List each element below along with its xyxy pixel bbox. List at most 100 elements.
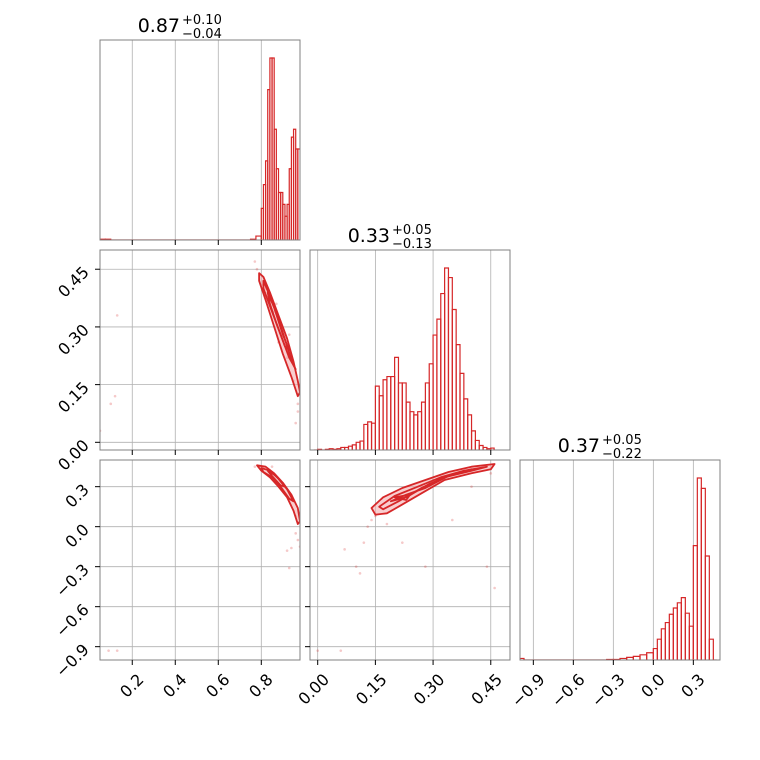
histogram-2-bin-22 <box>704 555 710 660</box>
pair-1-point-7 <box>294 532 297 535</box>
histogram-2-bin-8 <box>646 652 654 660</box>
scatter-panel-0-1: 0.00 0.15 0.30 0.45 <box>54 249 301 475</box>
pair-0-point-1 <box>109 402 113 406</box>
histogram-1-bin-46 <box>490 447 495 450</box>
pair-1-point-1 <box>115 649 119 652</box>
histogram-panel-1: 0.33 +0.05−0.13 <box>309 223 511 455</box>
pair-1-xtick-label-1: 0.4 <box>159 670 190 701</box>
hist-2-xtick-label-4: 0.3 <box>677 670 708 701</box>
histogram-2-title-median: 0.37 <box>558 435 600 457</box>
pair-1-marks <box>107 464 300 652</box>
pair-0-frame <box>99 249 301 451</box>
pair-1-xtick-label-0: 0.2 <box>116 670 147 701</box>
hist-2-frame <box>519 459 721 661</box>
histogram-1-title: 0.33 +0.05−0.13 <box>348 223 432 252</box>
pair-1-contour-0 <box>256 464 300 525</box>
pair-2-point-3 <box>354 565 358 568</box>
pair-2-contour-0 <box>370 463 496 516</box>
pair-2-point-2 <box>343 548 346 551</box>
pair-1-frame <box>99 459 301 661</box>
pair-2-point-1 <box>339 649 343 652</box>
pair-2-point-16 <box>489 472 493 475</box>
pair-0-point-16 <box>287 333 291 336</box>
histogram-0-title-minus: −0.04 <box>182 27 222 42</box>
pair-1-point-2 <box>253 465 257 468</box>
hist-2-xtick-label-0: −0.9 <box>508 670 549 711</box>
pair-2-point-15 <box>493 586 496 590</box>
scatter-panel-0-2: 0.2 0.4 0.6 0.8 −0.9−0.6−0.3 0.0 0.3 <box>52 459 301 701</box>
pair-2-point-4 <box>358 572 362 575</box>
pair-1-ytick-label-1: −0.6 <box>52 600 93 641</box>
pair-2-point-9 <box>385 522 389 526</box>
histogram-2-bin-0 <box>520 657 525 660</box>
pair-2-frame <box>309 459 511 661</box>
pair-1-xtick-label-2: 0.6 <box>202 670 233 701</box>
pair-0-contour-2 <box>266 291 291 351</box>
pair-2-point-10 <box>401 541 404 544</box>
pair-2-point-0 <box>316 649 319 652</box>
pair-0-ytick-label-0: 0.00 <box>54 436 93 475</box>
hist-1-frame <box>309 249 511 451</box>
histogram-0-bin-4 <box>255 235 262 240</box>
pair-2-contour-2 <box>389 468 473 503</box>
pair-1-point-4 <box>285 549 289 552</box>
pair-2-xtick-label-3: 0.45 <box>467 670 506 709</box>
histogram-panel-2: −0.9 −0.6 −0.3 0.0 0.3 0.37 +0.05−0.22 <box>508 433 721 711</box>
pair-1-point-3 <box>270 465 274 468</box>
histogram-2-bin-23 <box>708 638 714 660</box>
histogram-1-title-plus: +0.05 <box>392 223 432 238</box>
pair-0-ytick-label-1: 0.15 <box>54 378 93 417</box>
pair-0-point-3 <box>115 314 119 317</box>
pair-0-point-14 <box>296 410 300 413</box>
pair-0-point-5 <box>255 267 259 271</box>
hist-2-xtick-label-3: 0.0 <box>637 670 668 701</box>
histogram-2-title-plus: +0.05 <box>602 433 642 448</box>
pair-2-point-5 <box>362 541 366 544</box>
pair-0-point-13 <box>296 402 300 406</box>
pair-2-xtick-label-1: 0.15 <box>352 670 391 709</box>
pair-2-xtick-label-2: 0.30 <box>410 670 449 709</box>
pair-2-marks <box>316 463 496 652</box>
pair-1-point-6 <box>290 546 293 550</box>
pair-1-ytick-label-4: 0.3 <box>61 480 92 511</box>
hist-0-frame <box>99 39 301 241</box>
histogram-panel-0: 0.87 +0.10−0.04 <box>99 13 301 245</box>
pair-1-xtick-label-3: 0.8 <box>245 670 276 701</box>
pair-0-ytick-label-3: 0.45 <box>54 263 93 302</box>
pair-2-contour-1 <box>378 465 488 511</box>
pair-1-ytick-label-2: −0.3 <box>52 560 93 601</box>
pair-0-ytick-label-2: 0.30 <box>54 320 93 359</box>
histogram-0-bars <box>100 57 300 240</box>
pair-1-point-5 <box>287 566 291 570</box>
pair-2-point-6 <box>366 525 369 528</box>
histogram-2-bin-6 <box>632 655 641 660</box>
histogram-1-title-minus: −0.13 <box>392 237 432 252</box>
pair-1-contour-2 <box>266 469 286 488</box>
pair-0-point-15 <box>294 421 297 425</box>
histogram-0-title-median: 0.87 <box>138 15 180 37</box>
pair-0-point-2 <box>113 394 117 398</box>
pair-2-point-11 <box>424 565 427 568</box>
pair-2-point-13 <box>470 485 473 488</box>
pair-0-point-4 <box>253 260 257 263</box>
pair-2-point-14 <box>485 565 489 568</box>
pair-0-marks <box>100 260 300 433</box>
hist-2-xtick-label-1: −0.6 <box>548 670 589 711</box>
histogram-0-title-plus: +0.10 <box>182 13 222 28</box>
histogram-0-title: 0.87 +0.10−0.04 <box>138 13 222 42</box>
histogram-2-title-minus: −0.22 <box>602 447 642 462</box>
histogram-2-bars <box>520 477 717 660</box>
histogram-1-title-median: 0.33 <box>348 225 390 247</box>
histogram-2-title: 0.37 +0.05−0.22 <box>558 433 642 462</box>
histogram-2-bin-7 <box>639 654 648 660</box>
scatter-panel-1-2: 0.00 0.15 0.30 0.45 <box>294 459 511 709</box>
pair-2-contour-3 <box>393 493 411 501</box>
pair-2-xtick-label-0: 0.00 <box>294 670 333 709</box>
pair-1-ytick-label-0: −0.9 <box>52 640 93 681</box>
pair-1-point-0 <box>107 649 110 652</box>
hist-2-xtick-label-2: −0.3 <box>588 670 629 711</box>
pair-2-point-12 <box>451 518 454 522</box>
pair-1-point-8 <box>296 538 300 542</box>
pair-0-point-9 <box>275 302 278 306</box>
